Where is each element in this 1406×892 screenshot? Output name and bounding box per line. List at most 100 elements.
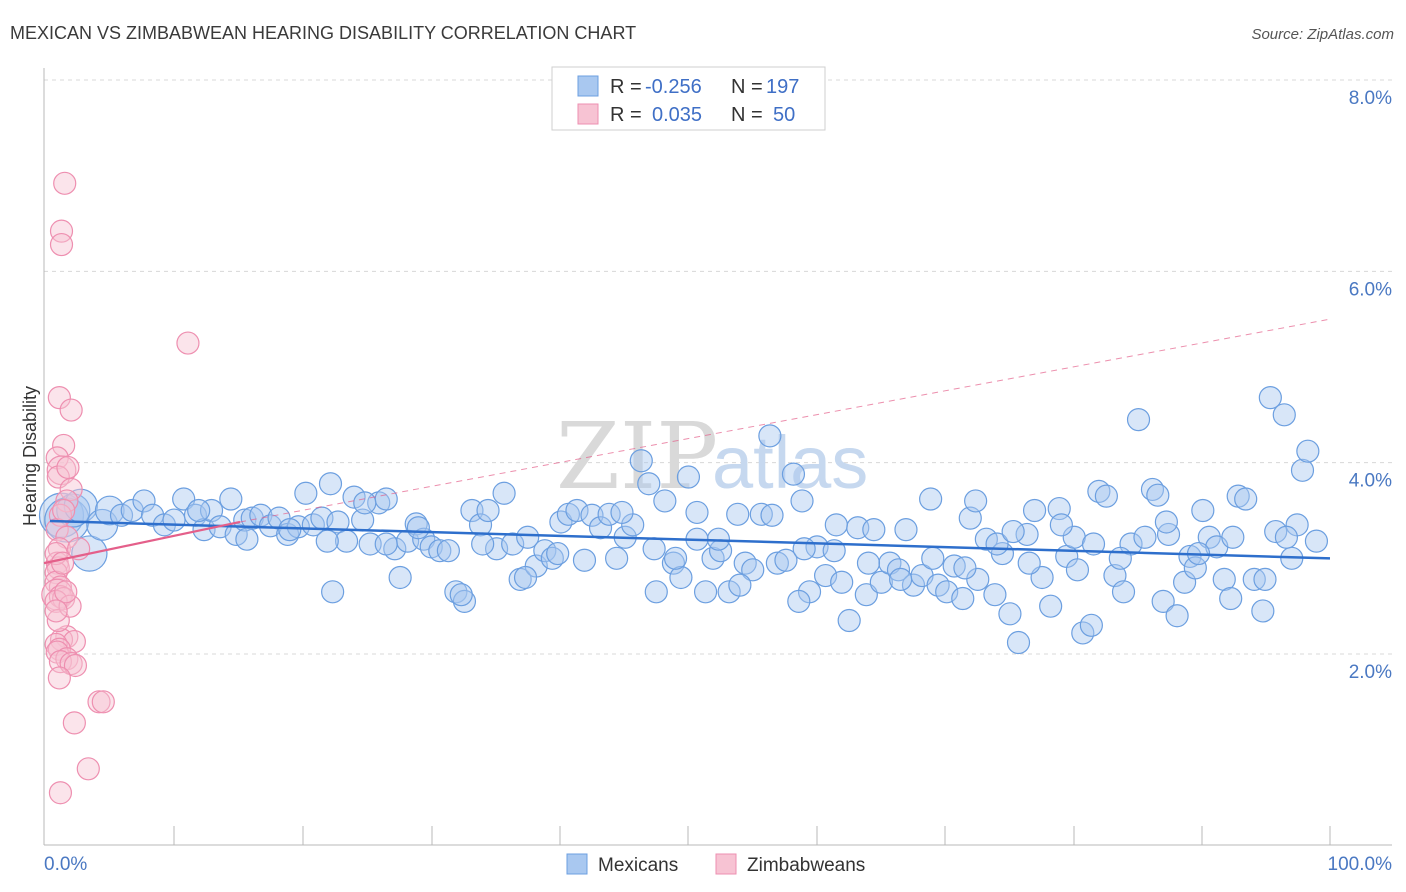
mexicans-point [342, 485, 366, 509]
mexicans-point [629, 449, 653, 473]
mexicans-point [693, 580, 718, 604]
mexicans-point [1272, 403, 1296, 427]
zimbabweans-point [58, 594, 82, 618]
mexicans-point [653, 489, 677, 513]
mexicans-point [492, 481, 516, 505]
y-axis-label: Hearing Disability [20, 386, 40, 526]
mexicans-point [1304, 529, 1329, 553]
zimbabweans-points [41, 171, 200, 805]
mexicans-point [953, 556, 977, 580]
mexicans-point [685, 500, 709, 525]
mexicans-point [294, 481, 318, 505]
mexicans-point [1006, 630, 1031, 655]
mexicans-point [958, 506, 982, 530]
mexicans-point [998, 602, 1022, 626]
mexicans-point [1151, 589, 1175, 613]
mexicans-point [358, 532, 382, 556]
mexicans-point [452, 589, 477, 613]
mexicans-point [321, 580, 345, 604]
zimbabweans-point [59, 398, 83, 422]
mexicans-point [1133, 525, 1157, 549]
y-tick-label-0: 2.0% [1349, 662, 1392, 683]
mexicans-point [132, 489, 156, 513]
mexicans-point [501, 532, 525, 556]
mexicans-point [1108, 546, 1132, 570]
zimbabweans-point [54, 580, 78, 604]
mexicans-point [1274, 525, 1299, 549]
y-tick-label-3: 8.0% [1349, 88, 1392, 109]
zimbabweans-point [44, 589, 68, 613]
mexicans-point [353, 491, 377, 515]
legend-n-label-zimbabweans: N = [731, 104, 763, 126]
zimbabweans-trend-extension [239, 318, 1331, 523]
mexicans-point [374, 532, 398, 556]
mexicans-point [318, 472, 343, 496]
mexicans-point [1253, 567, 1277, 591]
mexicans-point [790, 489, 814, 513]
mexicans-point [1264, 519, 1288, 544]
mexicans-point [1022, 498, 1047, 523]
mexicans-point [1065, 558, 1090, 582]
mexicans-point [644, 580, 668, 604]
mexicans-point [1079, 613, 1103, 637]
mexicans-point [1219, 586, 1243, 611]
mexicans-point [404, 512, 428, 536]
zimbabweans-point [53, 171, 77, 195]
mexicans-point [964, 489, 988, 513]
mexicans-point [726, 502, 750, 526]
mexicans-point [1212, 567, 1236, 591]
zimbabweans-point [176, 331, 200, 355]
mexicans-point [1094, 484, 1118, 508]
legend-n-label-mexicans: N = [731, 76, 763, 98]
mexicans-point [1146, 483, 1170, 507]
zimbabweans-point [47, 386, 71, 410]
mexicans-point [1183, 556, 1207, 580]
zimbabweans-point [48, 781, 73, 805]
mexicans-point [1154, 510, 1178, 534]
mexicans-points [38, 386, 1329, 655]
mexicans-point [765, 551, 789, 575]
mexicans-point [669, 565, 693, 590]
y-tick-labels: 2.0% 4.0% 6.0% 8.0% [1349, 88, 1392, 683]
mexicans-point [1296, 439, 1320, 463]
mexicans-point [436, 539, 460, 563]
mexicans-point [774, 548, 798, 572]
mexicans-point [741, 558, 765, 582]
legend-n-value-mexicans: 197 [766, 76, 799, 98]
x-tick-label-max: 100.0% [1328, 854, 1393, 875]
mexicans-point [565, 498, 589, 523]
mexicans-point [733, 551, 757, 575]
mexicans-point [406, 516, 430, 540]
legend-swatch-zimbabweans [577, 103, 599, 125]
zimbabweans-point [56, 455, 80, 480]
mexicans-point [235, 527, 259, 551]
mexicans-point [642, 537, 666, 561]
legend-r-label-zimbabweans: R = [610, 104, 642, 126]
zimbabweans-point [62, 711, 86, 735]
chart-source: Source: ZipAtlas.com [1251, 26, 1394, 43]
mexicans-point [921, 546, 945, 570]
zimbabweans-point [50, 551, 75, 575]
mexicans-point [513, 565, 538, 590]
mexicans-point [588, 516, 613, 540]
zimbabweans-point [52, 498, 76, 523]
y-tick-label-2: 6.0% [1349, 279, 1392, 300]
mexicans-point [951, 586, 975, 611]
legend-n-value-zimbabweans: 50 [773, 104, 795, 126]
mexicans-point [460, 498, 484, 523]
mexicans-point [1290, 458, 1315, 482]
zimbabweans-point [76, 757, 100, 781]
mexicans-point [449, 583, 473, 607]
mexicans-point [1156, 522, 1181, 547]
mexicans-point [1221, 525, 1245, 549]
mexicans-point [374, 487, 398, 511]
mexicans-point [728, 573, 752, 597]
mexicans-point [1111, 580, 1136, 604]
mexicans-point [94, 495, 125, 526]
mexicans-point [86, 508, 119, 541]
watermark-atlas: atlas [712, 421, 868, 504]
bottom-legend-swatch-zimbabweans [715, 853, 737, 875]
zimbabweans-point [47, 666, 71, 690]
zimbabweans-point [55, 489, 79, 513]
